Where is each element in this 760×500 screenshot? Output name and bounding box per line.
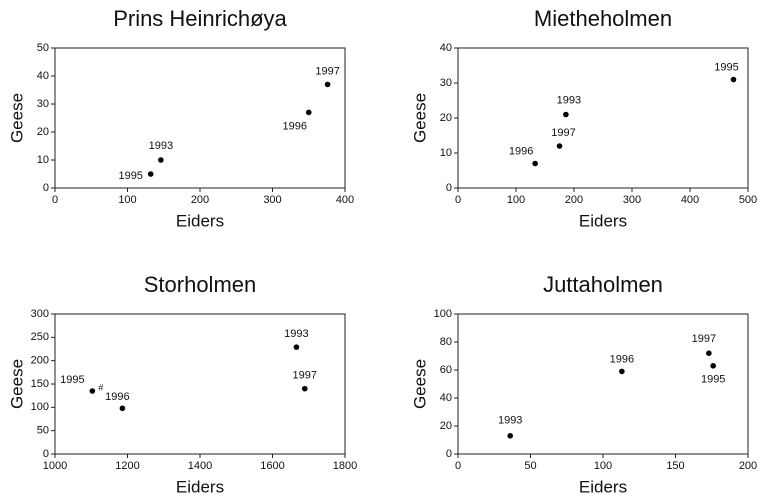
y-tick-label: 20	[37, 126, 49, 138]
y-tick-label: 60	[440, 364, 452, 376]
y-tick-label: 200	[31, 355, 49, 367]
point	[158, 157, 164, 163]
x-tick-label: 300	[263, 194, 281, 206]
x-tick-label: 100	[594, 460, 612, 472]
x-tick-label: 200	[565, 194, 583, 206]
point-label: 1993	[284, 328, 308, 340]
y-tick-label: 20	[440, 112, 452, 124]
chart-title: Juttaholmen	[543, 272, 663, 297]
point-label: 1995	[118, 170, 142, 182]
plot-frame	[457, 47, 749, 189]
point-label: 1996	[610, 353, 634, 365]
point-label: 1993	[149, 140, 173, 152]
chart-title: Storholmen	[144, 272, 257, 297]
x-tick-label: 500	[739, 194, 757, 206]
point-label: 1993	[498, 415, 522, 427]
point-label: 1997	[293, 370, 317, 382]
x-tick-label: 100	[507, 194, 525, 206]
point-label: 1997	[315, 65, 339, 77]
point	[305, 109, 312, 116]
point-note: #	[98, 382, 103, 392]
point-label: 1996	[283, 120, 307, 132]
x-tick-label: 1000	[43, 460, 67, 472]
point-label: 1995	[714, 61, 738, 73]
x-axis-label: Eiders	[176, 477, 224, 496]
point	[147, 171, 154, 177]
x-tick-label: 1600	[260, 460, 284, 472]
y-tick-label: 0	[446, 448, 452, 460]
y-axis-label: Geese	[410, 359, 429, 409]
point-label: 1996	[105, 391, 129, 403]
point	[556, 143, 563, 149]
y-tick-label: 50	[37, 425, 49, 437]
y-tick-label: 100	[31, 401, 49, 413]
x-tick-label: 100	[118, 194, 136, 206]
point	[324, 81, 331, 88]
y-tick-label: 40	[440, 392, 452, 404]
y-tick-label: 30	[440, 77, 452, 89]
x-tick-label: 150	[666, 460, 684, 472]
point	[730, 76, 737, 83]
x-tick-label: 0	[455, 460, 461, 472]
y-axis-label: Geese	[7, 359, 26, 409]
point-label: 1993	[557, 94, 581, 106]
x-tick-label: 50	[524, 460, 536, 472]
y-tick-label: 30	[37, 98, 49, 110]
point-label: 1995	[701, 374, 725, 386]
point-label: 1995	[60, 374, 84, 386]
x-tick-label: 1400	[188, 460, 212, 472]
point	[619, 368, 625, 375]
y-tick-label: 250	[31, 331, 49, 343]
point	[119, 405, 126, 412]
y-tick-label: 40	[37, 70, 49, 82]
x-axis-label: Eiders	[579, 211, 627, 230]
x-tick-label: 400	[681, 194, 699, 206]
y-axis-label: Geese	[410, 93, 429, 143]
point-label: 1996	[509, 145, 533, 157]
x-axis-label: Eiders	[176, 211, 224, 230]
x-tick-label: 0	[455, 194, 461, 206]
point	[507, 433, 513, 439]
point	[710, 363, 716, 369]
y-tick-label: 100	[434, 308, 452, 320]
x-tick-label: 400	[336, 194, 354, 206]
y-tick-label: 0	[446, 182, 452, 194]
x-tick-label: 1200	[115, 460, 139, 472]
point	[706, 350, 712, 357]
y-tick-label: 40	[440, 42, 452, 54]
point	[293, 344, 300, 350]
y-tick-label: 0	[43, 448, 49, 460]
x-axis-label: Eiders	[579, 477, 627, 496]
chart-title: Mietheholmen	[534, 6, 672, 31]
y-tick-label: 50	[37, 42, 49, 54]
y-tick-label: 300	[31, 308, 49, 320]
x-tick-label: 200	[191, 194, 209, 206]
y-tick-label: 80	[440, 336, 452, 348]
y-axis-label: Geese	[7, 93, 26, 143]
plot-frame	[54, 47, 346, 189]
y-tick-label: 0	[43, 182, 49, 194]
point	[301, 385, 308, 392]
y-tick-label: 10	[37, 154, 49, 166]
y-tick-label: 20	[440, 420, 452, 432]
x-tick-label: 1800	[333, 460, 357, 472]
x-tick-label: 200	[739, 460, 757, 472]
chart-title: Prins Heinrichøya	[113, 6, 287, 31]
y-tick-label: 10	[440, 147, 452, 159]
x-tick-label: 0	[52, 194, 58, 206]
point-label: 1997	[692, 333, 716, 345]
point	[563, 111, 569, 118]
y-tick-label: 150	[31, 378, 49, 390]
x-tick-label: 300	[623, 194, 641, 206]
point	[89, 388, 96, 394]
point	[532, 160, 538, 167]
point-label: 1997	[551, 127, 575, 139]
